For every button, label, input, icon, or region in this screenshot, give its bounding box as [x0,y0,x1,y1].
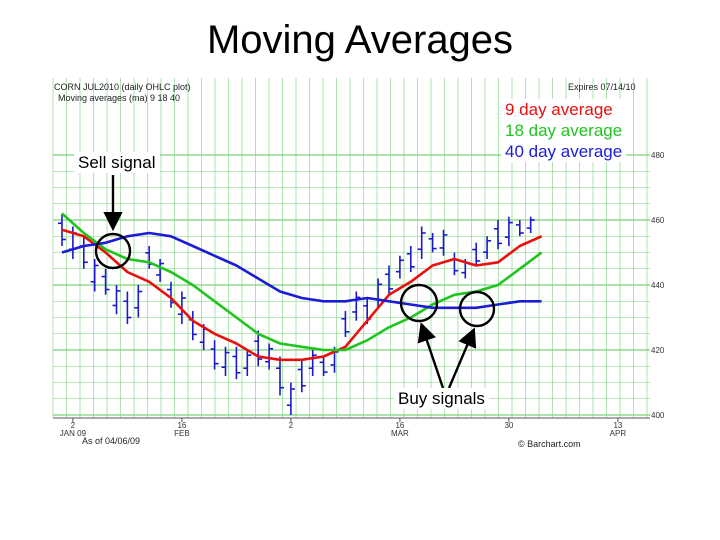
y-tick-label: 400 [651,411,665,420]
price-bar [308,350,317,376]
y-axis: 480 460 440 420 400 [651,151,665,420]
price-bars [58,213,535,415]
ma9-line [61,228,543,362]
as-of-date: As of 04/06/09 [82,436,141,446]
price-bar [515,220,524,237]
price-bar [428,233,437,253]
y-tick-label: 420 [651,346,665,355]
price-bar [210,340,219,370]
x-tick-month: MAR [391,429,409,438]
buy-signals-label: Buy signals [394,388,489,409]
y-tick-label: 480 [651,151,665,160]
buy-signal-circle-2 [458,290,496,328]
x-tick-day: 13 [613,421,622,430]
legend-ma9: 9 day average [505,100,613,119]
x-tick-day: 16 [395,421,404,430]
x-tick-day: 30 [504,421,513,430]
price-bar [352,291,361,321]
price-bar [265,343,274,370]
price-bar [254,330,263,367]
price-bar [297,359,306,393]
price-bar [101,268,110,295]
ma18-line [61,212,543,352]
y-tick-label: 460 [651,216,665,225]
chart-symbol-line: CORN JUL2010 (daily OHLC plot) [54,82,191,92]
price-bar [439,229,448,256]
price-bar [90,259,99,292]
buy-arrow-1 [417,322,445,389]
chart-ma-line: Moving averages (ma) 9 18 40 [58,93,181,103]
sell-signal-label: Sell signal [74,152,160,173]
price-bar [504,216,513,246]
price-bar [221,346,230,376]
price-bar [286,382,295,415]
price-bar [319,356,328,376]
x-tick-month: APR [610,429,627,438]
price-bar [232,346,241,380]
price-bar [483,236,492,259]
price-bar [526,216,535,233]
buy-arrow-2 [447,327,477,389]
price-bar [494,220,502,250]
price-bar [341,311,350,337]
ma40-line [61,231,542,310]
price-bar [156,259,165,282]
credit: © Barchart.com [518,439,581,449]
sell-signal-circle [94,232,132,270]
price-bar [123,291,132,324]
price-bar [58,213,66,246]
x-tick-day: 2 [71,421,76,430]
x-tick-day: 16 [177,421,186,430]
price-bar [112,285,121,315]
signal-markers [94,175,496,389]
price-bar [385,265,393,295]
price-bar [417,226,426,259]
legend-ma18: 18 day average [505,121,623,140]
price-bar [395,255,404,279]
x-tick-month: JAN 09 [60,429,87,438]
buy-signal-circle-1 [399,283,439,323]
x-tick-month: FEB [174,429,190,438]
slide-title: Moving Averages [206,18,514,62]
chart-expires: Expires 07/14/10 [568,82,636,92]
price-bar [472,242,481,266]
price-bar [276,356,284,396]
x-tick-day: 2 [289,421,294,430]
legend-ma40: 40 day average [505,142,623,161]
ma-lines [61,212,543,362]
y-tick-label: 440 [651,281,665,290]
price-bar [134,285,143,318]
legend: 9 day average 18 day average 40 day aver… [501,99,627,162]
price-bar [406,246,415,272]
price-bar [243,350,252,376]
